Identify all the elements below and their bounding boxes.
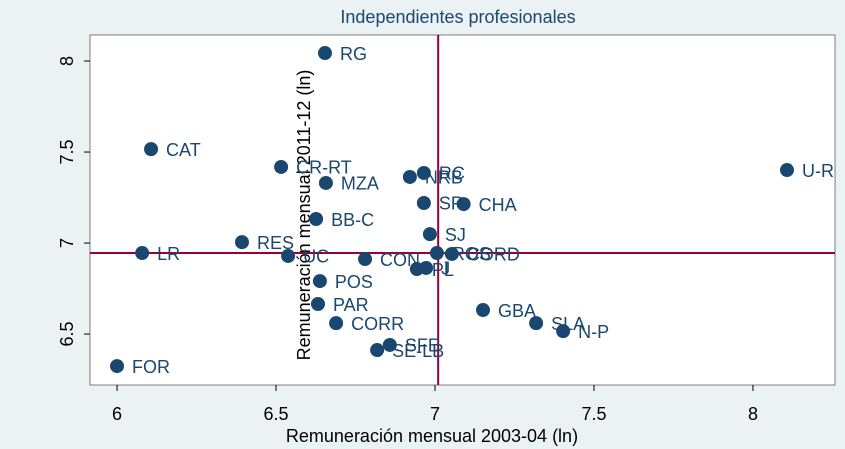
- point: [476, 303, 491, 318]
- point-label: NRB: [425, 168, 463, 188]
- point-label: PAR: [333, 295, 369, 315]
- point-label: POS: [335, 272, 373, 292]
- point: [422, 227, 437, 242]
- chart-title: Independientes profesionales: [340, 7, 575, 27]
- point: [556, 324, 571, 339]
- point-label: UC: [303, 247, 329, 267]
- x-tick-label: 6: [112, 404, 122, 424]
- x-tick-label: 7.5: [581, 404, 606, 424]
- point-label: J: [441, 259, 450, 279]
- y-tick-label: 7: [57, 238, 77, 248]
- point-label: RES: [257, 233, 294, 253]
- y-tick-label: 8: [57, 56, 77, 66]
- point-label: MZA: [341, 174, 379, 194]
- point: [382, 337, 397, 352]
- point-label: CON: [380, 250, 420, 270]
- point-label: CR-RT: [296, 158, 352, 178]
- point: [309, 212, 324, 227]
- point: [234, 235, 249, 250]
- point: [779, 163, 794, 178]
- point-label: SJ: [445, 225, 466, 245]
- point-label: RC: [439, 164, 465, 184]
- point: [402, 169, 417, 184]
- point: [416, 195, 431, 210]
- point: [370, 343, 385, 358]
- point: [312, 274, 327, 289]
- point-label: BB-C: [331, 210, 374, 230]
- point: [274, 159, 289, 174]
- point-label: SFE: [405, 336, 440, 356]
- point: [281, 248, 296, 263]
- point-label: CAT: [166, 140, 201, 160]
- point-label: RG: [340, 44, 367, 64]
- point-label: SE-LB: [392, 341, 444, 361]
- x-tick-label: 7: [430, 404, 440, 424]
- point-label: LR: [157, 244, 180, 264]
- point: [310, 297, 325, 312]
- x-tick-label: 6.5: [263, 404, 288, 424]
- point: [329, 316, 344, 331]
- point: [317, 46, 332, 61]
- point: [444, 246, 459, 261]
- y-axis-title: Remuneración mensual 2011-12 (ln): [294, 70, 314, 361]
- x-tick-label: 8: [748, 404, 758, 424]
- point: [419, 260, 434, 275]
- point-label: GBA: [498, 301, 536, 321]
- point: [144, 142, 159, 157]
- y-tick-label: 6.5: [57, 322, 77, 347]
- point: [110, 359, 125, 374]
- point: [135, 246, 150, 261]
- point-label: CHA: [479, 195, 517, 215]
- point: [416, 165, 431, 180]
- point: [529, 316, 544, 331]
- point-label: U-R: [802, 161, 834, 181]
- point: [429, 246, 444, 261]
- point-label: SR: [439, 194, 464, 214]
- point-label: CORD: [467, 245, 520, 265]
- point-label: ROS: [452, 244, 491, 264]
- point-label: PL: [432, 260, 454, 280]
- x-axis-title: Remuneración mensual 2003-04 (ln): [286, 426, 578, 446]
- point-label: CORR: [351, 314, 404, 334]
- point: [358, 252, 373, 267]
- point: [318, 175, 333, 190]
- point-label: FOR: [132, 357, 170, 377]
- y-tick-label: 7.5: [57, 140, 77, 165]
- point-label: N-P: [578, 322, 609, 342]
- point: [456, 197, 471, 212]
